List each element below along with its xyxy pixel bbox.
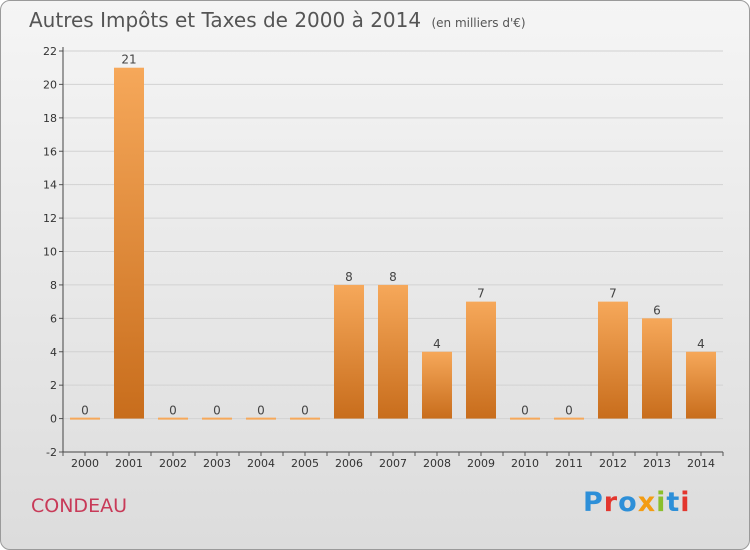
y-tick-label: 16 — [43, 145, 57, 158]
chart-unit: (en milliers d'€) — [431, 16, 526, 30]
bar — [686, 351, 716, 419]
bar — [642, 318, 672, 419]
y-tick-label: 12 — [43, 212, 57, 225]
data-label: 8 — [389, 270, 397, 284]
data-label: 0 — [521, 404, 529, 418]
bar — [378, 284, 408, 419]
chart-title: Autres Impôts et Taxes de 2000 à 2014 — [29, 8, 422, 32]
data-label: 0 — [213, 404, 221, 418]
x-tick-label: 2014 — [687, 457, 715, 470]
x-tick-label: 2005 — [291, 457, 319, 470]
data-labels: 0 21 0 0 0 0 8 8 4 7 0 0 7 6 4 — [81, 53, 705, 418]
y-tick-label: 10 — [43, 246, 57, 259]
x-tick-label: 2011 — [555, 457, 583, 470]
data-label: 6 — [653, 303, 661, 317]
data-label: 0 — [169, 404, 177, 418]
axes — [59, 47, 724, 456]
logo-letter: r — [603, 487, 619, 518]
data-label: 7 — [609, 287, 617, 301]
y-tick-label: 4 — [50, 346, 57, 359]
logo-letter: i — [680, 487, 691, 518]
bar — [114, 67, 144, 419]
data-label: 7 — [477, 287, 485, 301]
x-tick-label: 2006 — [335, 457, 363, 470]
bars — [70, 67, 716, 420]
logo-letter: t — [666, 487, 681, 518]
bar — [422, 351, 452, 419]
x-tick-label: 2007 — [379, 457, 407, 470]
x-tick-label: 2003 — [203, 457, 231, 470]
y-tick-label: 6 — [50, 312, 57, 325]
data-label: 0 — [565, 404, 573, 418]
logo-letter: x — [637, 487, 657, 518]
chart-title-block: Autres Impôts et Taxes de 2000 à 2014 (e… — [29, 8, 526, 32]
logo-letter: P — [583, 487, 604, 518]
bar — [334, 284, 364, 419]
x-tick-label: 2001 — [115, 457, 143, 470]
bar — [466, 301, 496, 419]
y-tick-label: 0 — [50, 413, 57, 426]
x-tick-labels: 2000 2001 2002 2003 2004 2005 2006 2007 2008 2009… — [71, 457, 715, 470]
y-tick-label: 2 — [50, 379, 57, 392]
x-tick-label: 2000 — [71, 457, 99, 470]
y-tick-label: 22 — [43, 45, 57, 58]
proxiti-logo: Proxiti — [583, 487, 691, 518]
data-label: 4 — [697, 337, 705, 351]
logo-letter: i — [656, 487, 667, 518]
data-label: 8 — [345, 270, 353, 284]
data-label: 21 — [121, 53, 136, 67]
commune-name: CONDEAU — [31, 495, 127, 517]
x-tick-label: 2012 — [599, 457, 627, 470]
y-tick-label: 18 — [43, 112, 57, 125]
y-tick-labels: -2 0 2 4 6 8 10 12 14 16 18 20 22 — [43, 45, 57, 459]
logo-letter: o — [618, 487, 638, 518]
x-tick-label: 2009 — [467, 457, 495, 470]
y-tick-label: -2 — [46, 446, 57, 459]
data-label: 4 — [433, 337, 441, 351]
x-tick-label: 2004 — [247, 457, 275, 470]
data-label: 0 — [257, 404, 265, 418]
y-tick-label: 8 — [50, 279, 57, 292]
bar — [598, 301, 628, 419]
y-tick-label: 14 — [43, 179, 57, 192]
data-label: 0 — [81, 404, 89, 418]
x-tick-label: 2008 — [423, 457, 451, 470]
data-label: 0 — [301, 404, 309, 418]
y-tick-label: 20 — [43, 78, 57, 91]
x-tick-label: 2002 — [159, 457, 187, 470]
x-tick-label: 2010 — [511, 457, 539, 470]
x-tick-label: 2013 — [643, 457, 671, 470]
